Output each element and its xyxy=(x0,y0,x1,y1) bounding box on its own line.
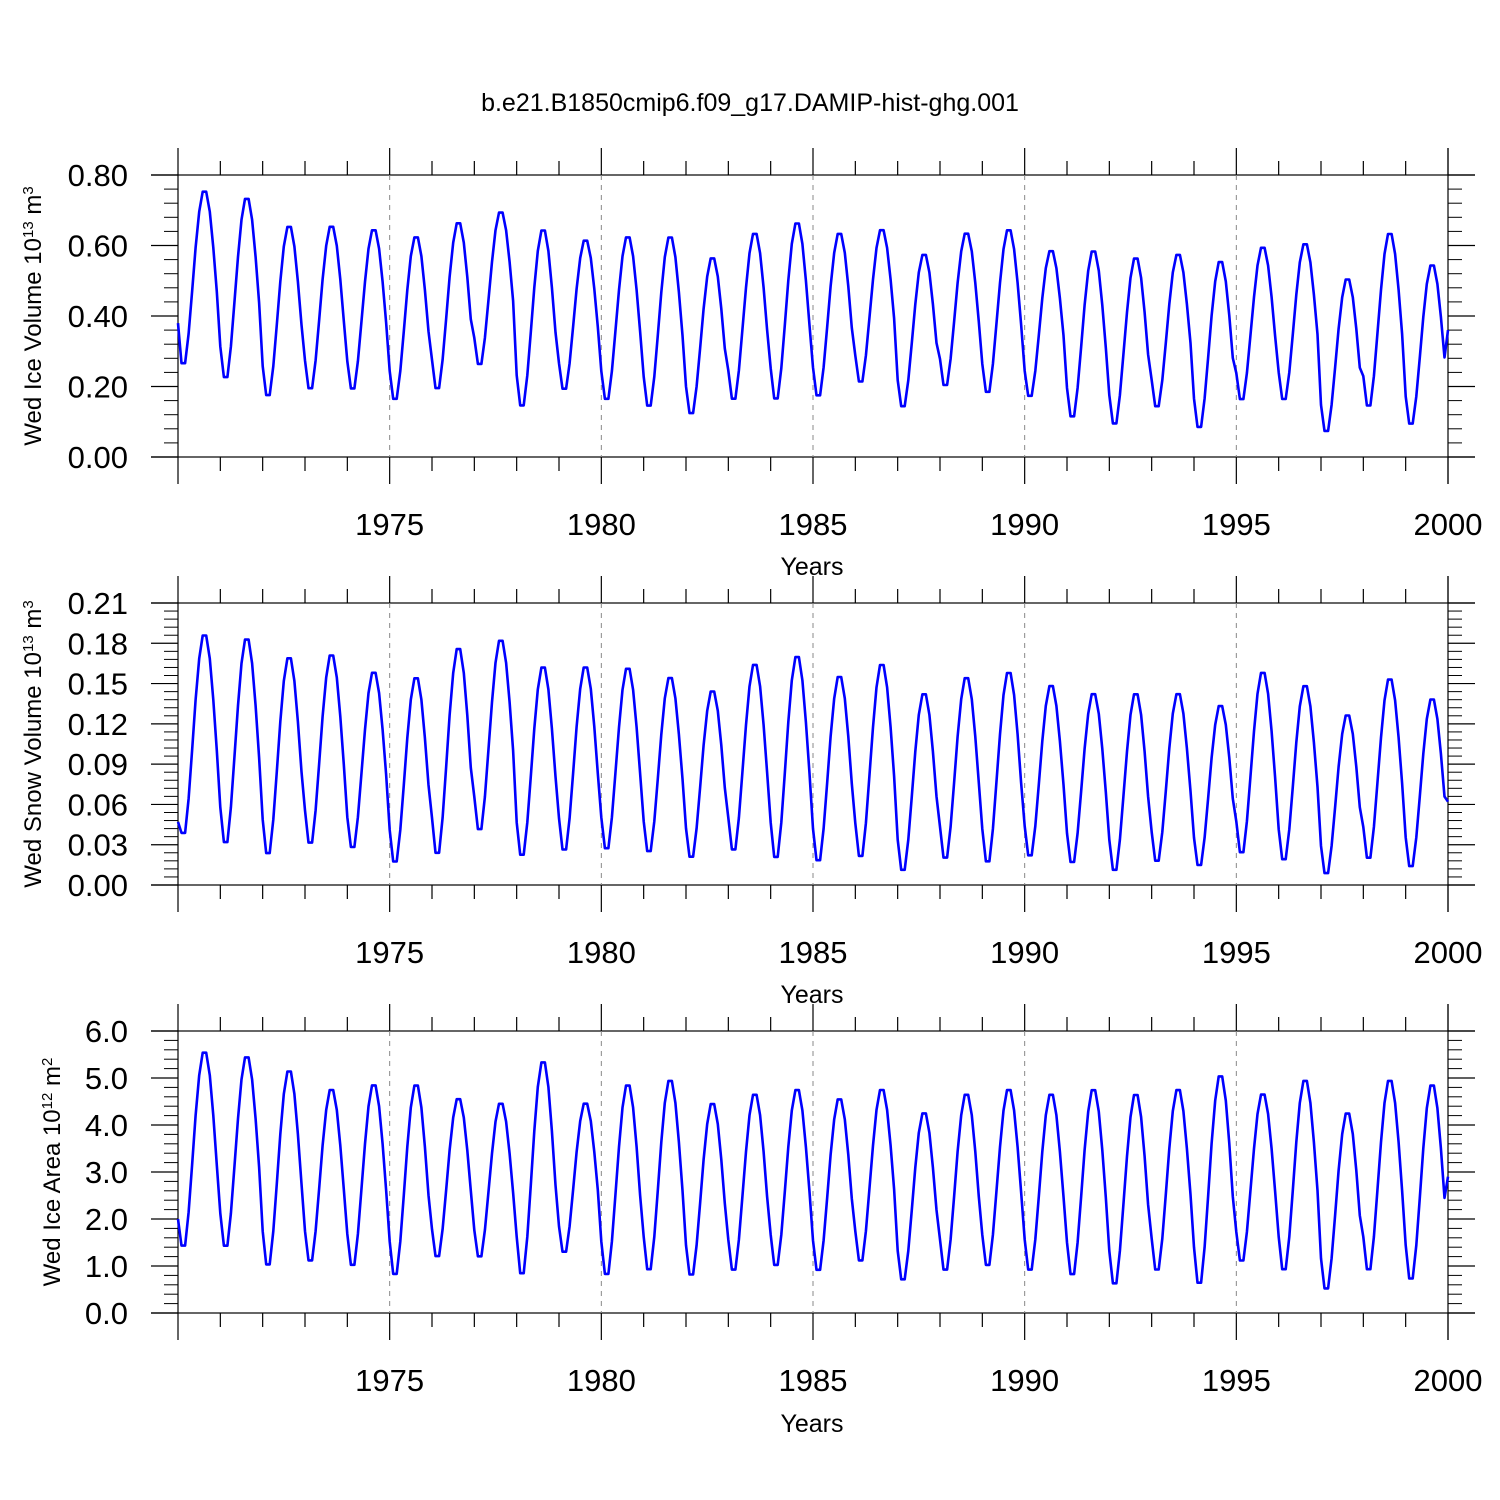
y-tick-label: 4.0 xyxy=(85,1108,128,1143)
x-tick-label: 1985 xyxy=(779,935,848,970)
x-tick-label: 1990 xyxy=(990,1363,1059,1398)
y-tick-label: 0.20 xyxy=(68,370,128,405)
y-tick-label: 6.0 xyxy=(85,1014,128,1049)
x-tick-label: 1975 xyxy=(355,1363,424,1398)
y-tick-label: 0.80 xyxy=(68,158,128,193)
y-tick-label: 2.0 xyxy=(85,1202,128,1237)
x-tick-label: 2000 xyxy=(1414,935,1483,970)
y-axis-label: Wed Ice Volume 1013 m3 xyxy=(20,186,48,445)
panel-ice-volume: Wed Ice Volume 1013 m3 Years 1975 1980 198… xyxy=(20,148,1483,581)
x-tick-label: 1995 xyxy=(1202,935,1271,970)
y-tick-label: 0.06 xyxy=(68,787,128,822)
x-tick-label: 1975 xyxy=(355,935,424,970)
x-tick-label: 1990 xyxy=(990,507,1059,542)
x-tick-label: 1980 xyxy=(567,507,636,542)
x-axis-label: Years xyxy=(780,553,843,581)
y-tick-label: 0.15 xyxy=(68,667,128,702)
x-tick-label: 1995 xyxy=(1202,1363,1271,1398)
y-tick-label: 0.60 xyxy=(68,229,128,264)
y-axis-label: Wed Snow Volume 1013 m3 xyxy=(20,600,48,887)
figure-title: b.e21.B1850cmip6.f09_g17.DAMIP-hist-ghg.… xyxy=(481,89,1019,117)
y-tick-label: 5.0 xyxy=(85,1061,128,1096)
y-tick-label: 0.18 xyxy=(68,626,128,661)
series-line xyxy=(176,634,1450,875)
y-tick-label: 0.00 xyxy=(68,868,128,903)
x-axis-label: Years xyxy=(780,981,843,1009)
y-tick-label: 0.03 xyxy=(68,828,128,863)
y-tick-label: 0.12 xyxy=(68,707,128,742)
x-tick-label: 2000 xyxy=(1414,1363,1483,1398)
x-tick-label: 1980 xyxy=(567,1363,636,1398)
x-tick-label: 1990 xyxy=(990,935,1059,970)
y-tick-label: 0.00 xyxy=(68,440,128,475)
x-tick-label: 1995 xyxy=(1202,507,1271,542)
y-tick-label: 0.40 xyxy=(68,299,128,334)
x-tick-label: 1985 xyxy=(779,507,848,542)
x-tick-label: 1975 xyxy=(355,507,424,542)
x-tick-label: 1985 xyxy=(779,1363,848,1398)
y-tick-label: 0.21 xyxy=(68,586,128,621)
y-axis-label: Wed Ice Area 1012 m2 xyxy=(39,1058,67,1287)
x-tick-label: 2000 xyxy=(1414,507,1483,542)
y-tick-label: 1.0 xyxy=(85,1249,128,1284)
panel-snow-volume: Wed Snow Volume 1013 m3 Years 1975 1980 19… xyxy=(20,576,1483,1009)
y-tick-label: 0.09 xyxy=(68,747,128,782)
panel-ice-area: Wed Ice Area 1012 m2 Years 1975 1980 1985 1… xyxy=(39,1004,1483,1438)
y-tick-label: 3.0 xyxy=(85,1155,128,1190)
y-tick-label: 0.0 xyxy=(85,1296,128,1331)
series-line xyxy=(176,190,1450,433)
x-axis-label: Years xyxy=(780,1410,843,1438)
x-tick-label: 1980 xyxy=(567,935,636,970)
series-line xyxy=(176,1051,1450,1290)
